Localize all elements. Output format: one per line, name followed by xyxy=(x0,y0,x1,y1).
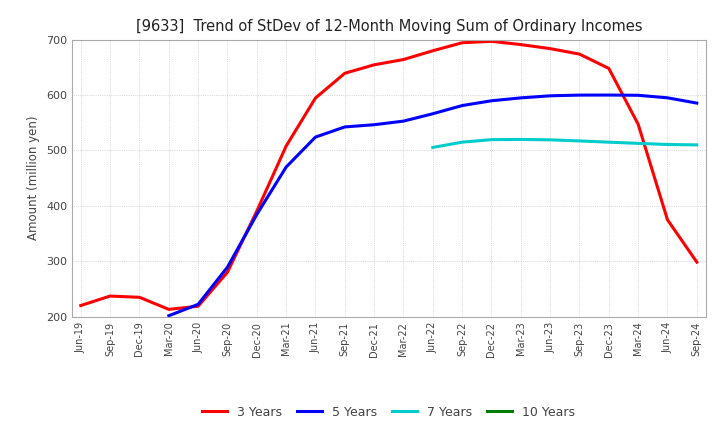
3 Years xyxy=(663,217,672,222)
3 Years xyxy=(370,62,379,67)
5 Years xyxy=(516,95,525,100)
5 Years xyxy=(253,212,261,217)
Line: 3 Years: 3 Years xyxy=(81,41,697,309)
5 Years xyxy=(341,124,349,129)
7 Years xyxy=(458,139,467,145)
7 Years xyxy=(516,137,525,142)
3 Years xyxy=(458,40,467,45)
3 Years xyxy=(487,39,496,44)
3 Years xyxy=(428,48,437,53)
7 Years xyxy=(575,138,584,143)
5 Years xyxy=(634,93,642,98)
Line: 5 Years: 5 Years xyxy=(168,95,697,316)
3 Years xyxy=(135,295,144,300)
5 Years xyxy=(399,118,408,124)
3 Years xyxy=(106,293,114,299)
3 Years xyxy=(605,66,613,71)
5 Years xyxy=(370,122,379,127)
3 Years xyxy=(223,270,232,275)
5 Years xyxy=(194,302,202,307)
3 Years xyxy=(194,304,202,309)
7 Years xyxy=(663,142,672,147)
7 Years xyxy=(693,142,701,147)
3 Years xyxy=(399,57,408,62)
5 Years xyxy=(428,111,437,117)
3 Years xyxy=(575,51,584,57)
5 Years xyxy=(487,98,496,103)
5 Years xyxy=(575,92,584,98)
5 Years xyxy=(164,313,173,319)
7 Years xyxy=(428,145,437,150)
5 Years xyxy=(282,165,290,170)
5 Years xyxy=(311,135,320,140)
7 Years xyxy=(634,141,642,146)
3 Years xyxy=(546,46,554,51)
3 Years xyxy=(341,71,349,76)
Title: [9633]  Trend of StDev of 12-Month Moving Sum of Ordinary Incomes: [9633] Trend of StDev of 12-Month Moving… xyxy=(135,19,642,34)
5 Years xyxy=(546,93,554,99)
7 Years xyxy=(605,139,613,145)
5 Years xyxy=(605,92,613,98)
Line: 7 Years: 7 Years xyxy=(433,139,697,147)
3 Years xyxy=(311,95,320,101)
7 Years xyxy=(487,137,496,142)
7 Years xyxy=(546,137,554,143)
3 Years xyxy=(164,307,173,312)
5 Years xyxy=(663,95,672,100)
Legend: 3 Years, 5 Years, 7 Years, 10 Years: 3 Years, 5 Years, 7 Years, 10 Years xyxy=(197,401,580,424)
5 Years xyxy=(458,103,467,108)
3 Years xyxy=(76,303,85,308)
5 Years xyxy=(693,100,701,106)
3 Years xyxy=(516,42,525,47)
3 Years xyxy=(282,143,290,149)
Y-axis label: Amount (million yen): Amount (million yen) xyxy=(27,116,40,240)
3 Years xyxy=(634,121,642,127)
3 Years xyxy=(253,209,261,214)
5 Years xyxy=(223,264,232,270)
3 Years xyxy=(693,260,701,265)
